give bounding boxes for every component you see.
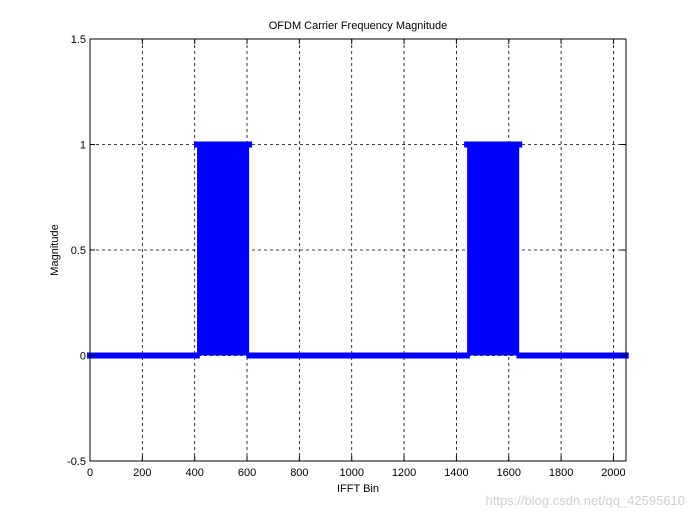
x-tick-label: 400	[186, 467, 204, 479]
y-tick-label: 0.5	[71, 245, 86, 257]
y-tick-label: 1	[80, 140, 86, 152]
data-marker-band	[516, 352, 629, 359]
data-marker-band	[87, 352, 200, 359]
data-marker-band	[194, 141, 253, 148]
data-marker-band	[464, 141, 523, 148]
x-tick-label: 1000	[339, 467, 363, 479]
data-bar-block	[197, 144, 250, 356]
x-tick-label: 2000	[601, 467, 625, 479]
x-tick-label: 800	[290, 467, 308, 479]
x-axis-title: IFFT Bin	[337, 483, 379, 495]
x-tick-label: 1400	[444, 467, 468, 479]
chart-title: OFDM Carrier Frequency Magnitude	[269, 20, 448, 32]
x-tick-label: 0	[87, 467, 93, 479]
watermark-text: https://blog.csdn.net/qq_42595610	[485, 493, 686, 508]
x-tick-label: 1800	[549, 467, 573, 479]
y-axis-title: Magnitude	[49, 224, 61, 275]
x-tick-label: 200	[133, 467, 151, 479]
data-series	[87, 141, 629, 359]
x-tick-label: 1600	[497, 467, 521, 479]
data-bar-block	[467, 144, 520, 356]
x-tick-label: 600	[238, 467, 256, 479]
x-axis-ticks: 0 200 400 600 800 1000 1200 1400 1600 1800 2000	[87, 39, 626, 479]
data-marker-band	[246, 352, 470, 359]
y-tick-label: 0	[80, 351, 86, 363]
y-tick-label: 1.5	[71, 34, 86, 46]
x-tick-label: 1200	[392, 467, 416, 479]
y-tick-label: -0.5	[67, 456, 86, 468]
y-axis-ticks: -0.5 0 0.5 1 1.5	[67, 34, 626, 468]
